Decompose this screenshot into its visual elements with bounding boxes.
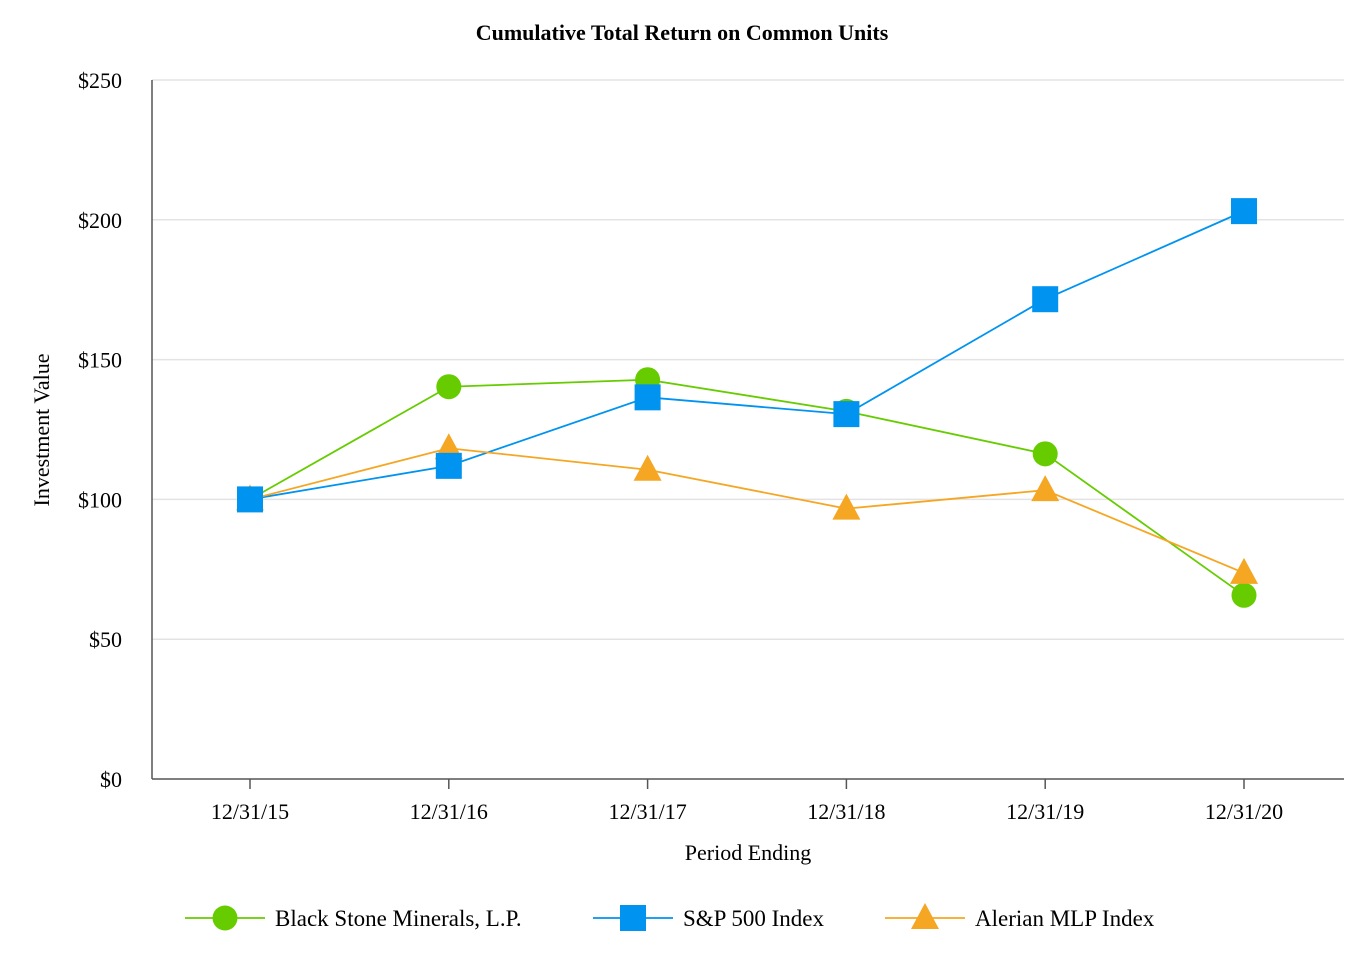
series-lines bbox=[249, 210, 1245, 597]
series-markers bbox=[236, 198, 1258, 608]
y-tick-label: $0 bbox=[100, 767, 122, 792]
x-axis-label: Period Ending bbox=[685, 840, 812, 865]
legend-item: Black Stone Minerals, L.P. bbox=[185, 905, 522, 931]
chart-title: Cumulative Total Return on Common Units bbox=[476, 20, 889, 45]
y-tick-label: $100 bbox=[78, 487, 122, 512]
series-markers-0 bbox=[237, 367, 1257, 608]
series-markers-2 bbox=[236, 433, 1258, 584]
data-point bbox=[833, 401, 860, 428]
series-markers-1 bbox=[237, 198, 1257, 513]
legend-marker bbox=[911, 903, 939, 929]
x-tick-label: 12/31/16 bbox=[410, 799, 488, 824]
gridlines bbox=[152, 79, 1344, 640]
series-group bbox=[236, 198, 1258, 608]
data-point bbox=[1032, 286, 1059, 313]
legend-label: S&P 500 Index bbox=[683, 906, 824, 931]
legend-label: Alerian MLP Index bbox=[975, 906, 1155, 931]
y-tick-label: $250 bbox=[78, 68, 122, 93]
data-point bbox=[832, 493, 861, 520]
data-point bbox=[237, 486, 263, 513]
y-tick-label: $50 bbox=[89, 627, 122, 652]
series-line-0 bbox=[249, 378, 1245, 597]
data-point bbox=[1032, 441, 1058, 467]
series-line-2 bbox=[249, 447, 1245, 574]
data-point bbox=[434, 433, 463, 460]
legend-marker bbox=[620, 905, 646, 931]
data-point bbox=[1231, 198, 1257, 225]
data-point bbox=[634, 384, 661, 411]
legend-label: Black Stone Minerals, L.P. bbox=[275, 906, 522, 931]
x-axis-ticks: 12/31/15 12/31/16 12/31/17 12/31/18 12/31/19… bbox=[211, 779, 1283, 824]
x-tick-label: 12/31/15 bbox=[211, 799, 289, 824]
legend-item: S&P 500 Index bbox=[593, 905, 824, 931]
x-tick-label: 12/31/20 bbox=[1205, 799, 1283, 824]
y-tick-label: $200 bbox=[78, 208, 122, 233]
data-point bbox=[435, 452, 462, 479]
y-tick-label: $150 bbox=[78, 348, 122, 373]
y-axis-ticks: $0 $50 $100 $150 $200 $250 bbox=[78, 68, 122, 792]
x-tick-label: 12/31/19 bbox=[1006, 799, 1084, 824]
data-point bbox=[436, 374, 462, 400]
data-point bbox=[1231, 582, 1257, 608]
x-tick-label: 12/31/17 bbox=[608, 799, 686, 824]
legend-item: Alerian MLP Index bbox=[885, 903, 1155, 931]
y-axis-label: Investment Value bbox=[29, 354, 54, 507]
series-line-1 bbox=[249, 210, 1245, 501]
legend: Black Stone Minerals, L.P. S&P 500 Index A… bbox=[185, 903, 1155, 931]
data-point bbox=[1230, 557, 1258, 584]
axes bbox=[151, 80, 1344, 780]
data-point bbox=[633, 454, 662, 481]
x-tick-label: 12/31/18 bbox=[807, 799, 885, 824]
data-point bbox=[1031, 475, 1060, 502]
legend-marker bbox=[212, 905, 238, 931]
